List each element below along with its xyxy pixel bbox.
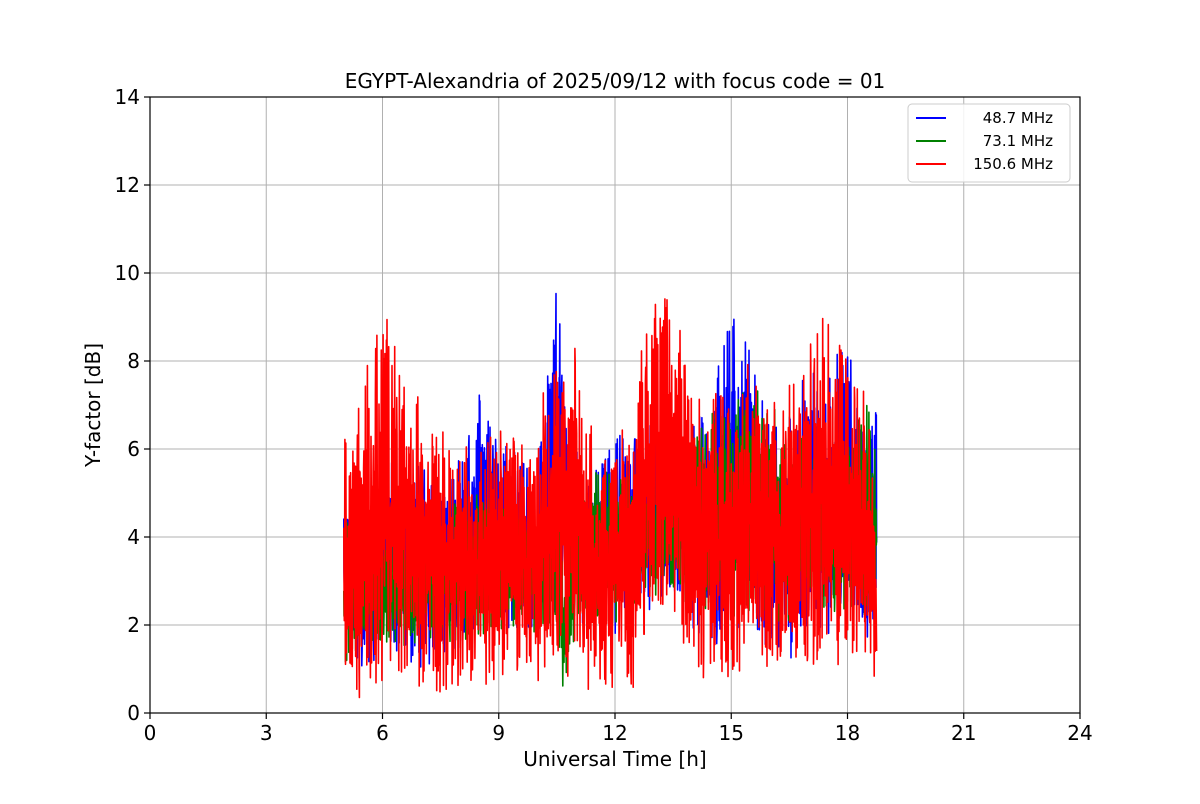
legend-label: 48.7 MHz (983, 109, 1053, 127)
legend-label: 150.6 MHz (973, 155, 1053, 173)
x-tick-label: 0 (144, 721, 157, 745)
x-tick-label: 6 (376, 721, 389, 745)
chart-title: EGYPT-Alexandria of 2025/09/12 with focu… (345, 69, 886, 93)
x-tick-label: 24 (1067, 721, 1092, 745)
y-tick-label: 10 (115, 261, 140, 285)
x-axis-label: Universal Time [h] (523, 747, 706, 771)
y-tick-label: 2 (127, 613, 140, 637)
x-tick-label: 21 (951, 721, 976, 745)
legend-entry-73-1-mhz: 73.1 MHz (916, 132, 1053, 150)
x-tick-label: 3 (260, 721, 273, 745)
x-tick-label: 9 (492, 721, 505, 745)
y-tick-label: 14 (115, 85, 140, 109)
y-tick-label: 12 (115, 173, 140, 197)
x-tick-label: 12 (602, 721, 627, 745)
legend-entry-150-6-mhz: 150.6 MHz (916, 155, 1053, 173)
y-tick-label: 6 (127, 437, 140, 461)
x-tick-label: 18 (835, 721, 860, 745)
legend-label: 73.1 MHz (983, 132, 1053, 150)
legend-box (907, 103, 1071, 183)
x-tick-label: 15 (719, 721, 744, 745)
series-150-6-mhz (342, 298, 878, 699)
legend-entry-48-7-mhz: 48.7 MHz (916, 109, 1053, 127)
legend: 48.7 MHz 73.1 MHz 150.6 MHz (907, 103, 1071, 183)
y-tick-label: 8 (127, 349, 140, 373)
y-tick-label: 0 (127, 701, 140, 725)
y-tick-label: 4 (127, 525, 140, 549)
y-axis-label: Y-factor [dB] (81, 343, 105, 468)
series-layer (342, 292, 878, 699)
